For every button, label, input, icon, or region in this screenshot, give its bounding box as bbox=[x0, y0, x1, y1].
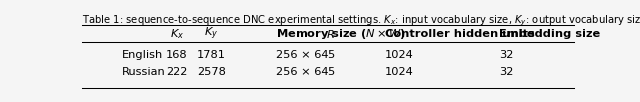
Text: 1024: 1024 bbox=[385, 67, 414, 77]
Text: $K_x$: $K_x$ bbox=[170, 27, 184, 41]
Text: 2578: 2578 bbox=[197, 67, 226, 77]
Text: Russian: Russian bbox=[122, 67, 166, 77]
Text: 1024: 1024 bbox=[385, 50, 414, 60]
Text: 32: 32 bbox=[499, 50, 513, 60]
Text: Memory size ($N \times W$): Memory size ($N \times W$) bbox=[276, 27, 406, 41]
Text: 5: 5 bbox=[327, 67, 334, 77]
Text: 32: 32 bbox=[499, 67, 513, 77]
Text: Table 1: sequence-to-sequence DNC experimental settings. $K_x$: input vocabulary: Table 1: sequence-to-sequence DNC experi… bbox=[83, 13, 640, 28]
Text: 222: 222 bbox=[166, 67, 188, 77]
Text: English: English bbox=[122, 50, 163, 60]
Text: 256 × 64: 256 × 64 bbox=[276, 50, 328, 60]
Text: $R$: $R$ bbox=[326, 28, 335, 40]
Text: $K_y$: $K_y$ bbox=[204, 26, 219, 42]
Text: Embedding size: Embedding size bbox=[499, 29, 600, 39]
Text: 168: 168 bbox=[166, 50, 188, 60]
Text: 1781: 1781 bbox=[197, 50, 226, 60]
Text: Controller hidden units: Controller hidden units bbox=[385, 29, 535, 39]
Text: 256 × 64: 256 × 64 bbox=[276, 67, 328, 77]
Text: 5: 5 bbox=[327, 50, 334, 60]
